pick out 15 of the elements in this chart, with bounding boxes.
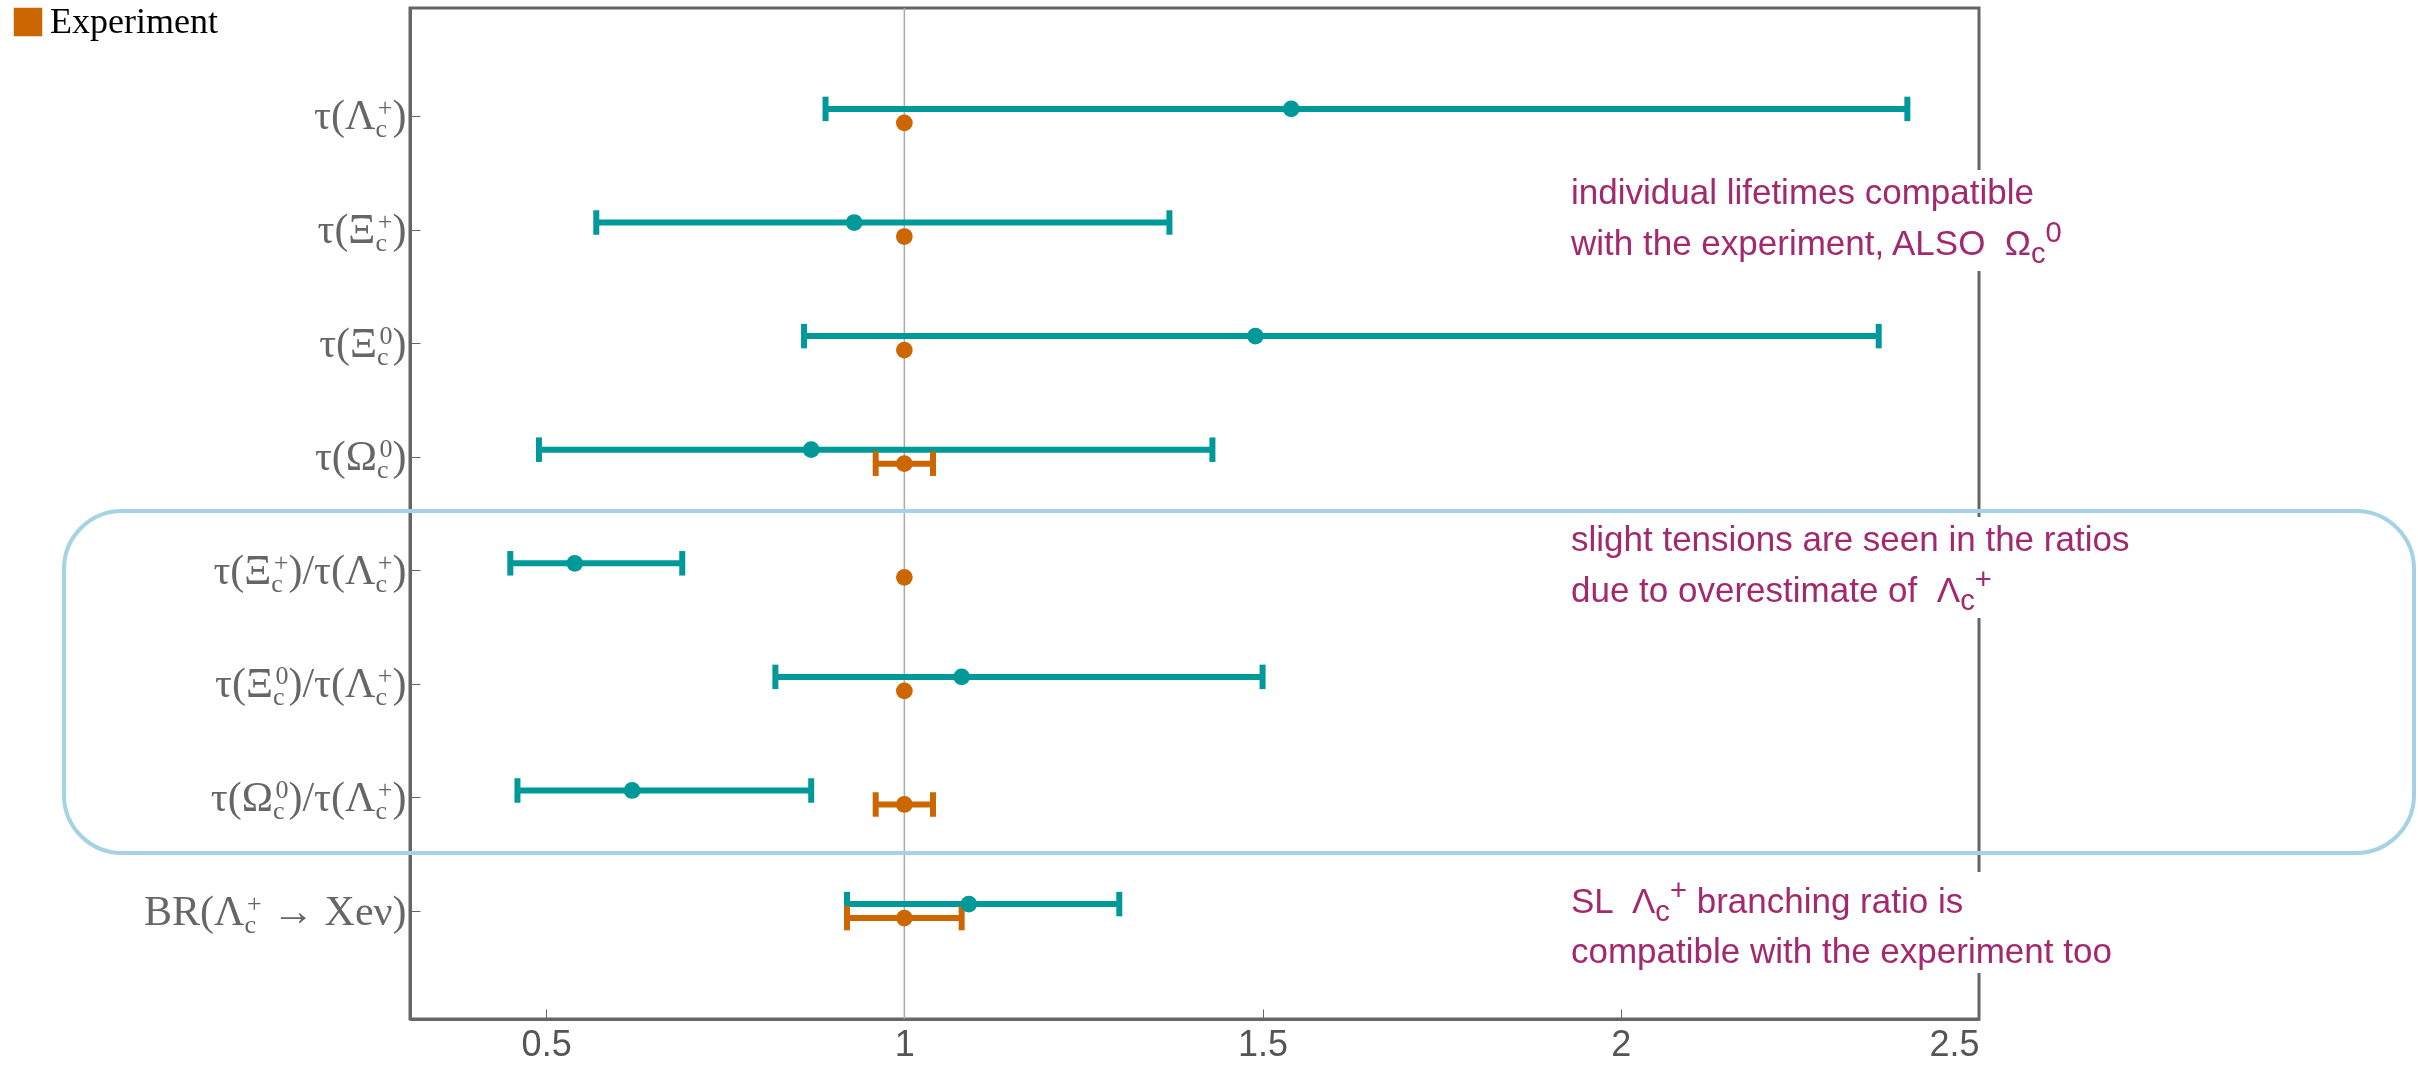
x-tick-label: 0.5: [521, 1022, 572, 1064]
y-tick-label: BR(Λ$_{c}$$^{+}$ → Xeν): [143, 887, 407, 939]
x-tick-label: 2: [1611, 1022, 1632, 1064]
y-tick-label: τ(Λ$_{c}$$^{+}$): [314, 92, 407, 144]
y-tick-label: τ(Ξ$_{c}$$^{+}$): [317, 206, 407, 257]
legend-label: Experiment: [50, 1, 218, 41]
x-tick-label: 2.5: [1929, 1022, 1980, 1064]
y-tick-label: τ(Ξ$_{c}$$^{0}$)/τ(Λ$_{c}$$^{+}$): [215, 660, 407, 712]
y-tick-label: τ(Ω$_{c}$$^{0}$)/τ(Λ$_{c}$$^{+}$): [210, 773, 407, 825]
annotation: SL Λ$_{c}$$^{+}$ branching ratio is compatible with the experiment too: [1567, 872, 2116, 973]
y-tick-label: τ(Ξ$_{c}$$^{+}$)/τ(Λ$_{c}$$^{+}$): [213, 546, 407, 598]
y-tick-label: τ(Ω$_{c}$$^{0}$): [314, 433, 407, 484]
x-tick-label: 1: [894, 1022, 915, 1064]
y-tick-label: τ(Ξ$_{c}$$^{0}$): [319, 319, 407, 371]
x-tick-label: 1.5: [1238, 1022, 1289, 1064]
